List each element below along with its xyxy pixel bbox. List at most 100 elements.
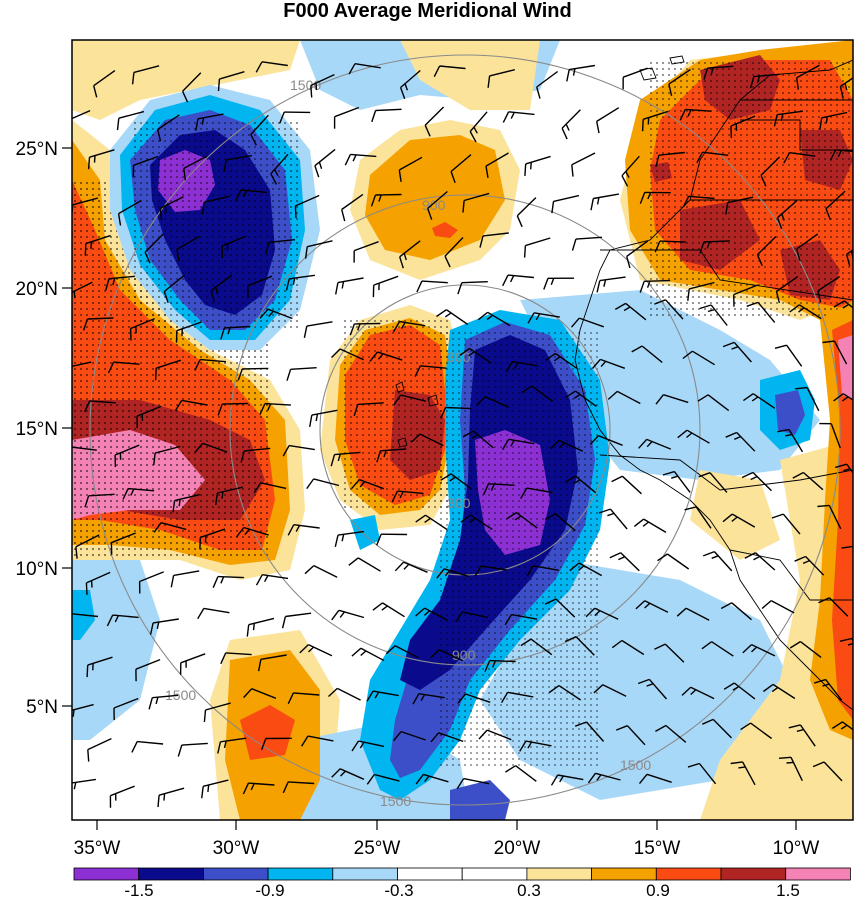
wind-barb-feather <box>471 434 479 439</box>
wind-barb-feather <box>487 75 491 88</box>
wind-barb <box>620 552 640 572</box>
ring-label-900: 900 <box>422 197 446 213</box>
wind-barb <box>463 192 490 202</box>
wind-barb <box>642 110 669 120</box>
wind-barb <box>450 473 473 490</box>
wind-barb <box>197 113 224 120</box>
wind-barb <box>596 107 620 122</box>
wind-barb <box>463 777 490 785</box>
wind-barb-feather <box>548 685 560 694</box>
wind-barb <box>89 149 115 158</box>
wind-barb-feather <box>521 385 533 394</box>
wind-barb-feather <box>392 321 401 333</box>
wind-barb-feather <box>370 194 377 207</box>
wind-barb <box>419 433 444 447</box>
wind-barb-feather <box>217 741 222 754</box>
wind-barb-feather <box>703 67 709 80</box>
wind-barb-feather <box>292 277 296 285</box>
wind-barb-feather <box>285 278 290 291</box>
wind-barb-feather <box>350 479 360 490</box>
wind-barb <box>621 639 645 656</box>
wind-barb <box>372 690 399 697</box>
wind-barb <box>752 472 772 492</box>
wind-barb <box>130 317 155 330</box>
wind-barb <box>663 394 689 404</box>
wind-barb <box>465 693 491 703</box>
wind-barb <box>382 602 405 618</box>
wind-barb-feather <box>600 360 607 368</box>
wind-barb-feather <box>614 302 627 311</box>
wind-barb <box>825 679 843 701</box>
wind-barb-feather <box>255 574 263 586</box>
wind-barb-feather <box>72 709 75 717</box>
lon-label: 25°W <box>354 838 401 859</box>
wind-barb-feather <box>181 91 189 103</box>
wind-barb-feather <box>637 678 650 685</box>
wind-barb-feather <box>436 568 445 579</box>
wind-barb-feather <box>519 740 527 752</box>
wind-barb <box>268 239 295 243</box>
wind-barb-feather <box>235 527 245 538</box>
wind-barb-feather <box>212 576 219 588</box>
wind-barb <box>698 763 717 785</box>
wind-barb <box>755 552 776 571</box>
wind-barb-feather <box>550 440 560 450</box>
wind-barb <box>341 193 364 211</box>
wind-barb-feather <box>84 400 91 413</box>
wind-barb-feather <box>201 786 204 799</box>
wind-barb-feather <box>359 481 366 488</box>
wind-barb-feather <box>357 323 361 331</box>
colorbar-swatch <box>202 867 269 881</box>
wind-barb-feather <box>550 278 555 286</box>
wind-barb <box>400 394 427 402</box>
wind-barb-feather <box>607 390 618 400</box>
wind-barb-feather <box>246 624 250 637</box>
wind-barb <box>644 600 669 613</box>
wind-barb-feather <box>477 311 489 321</box>
wind-barb <box>133 155 159 166</box>
wind-barb <box>244 447 271 452</box>
wind-barb <box>585 721 605 742</box>
wind-barb <box>176 321 202 332</box>
wind-barb <box>159 196 184 209</box>
wind-barb <box>289 274 315 280</box>
wind-barb <box>805 556 825 576</box>
wind-barb-feather <box>328 687 338 698</box>
wind-barb-feather <box>478 729 488 740</box>
wind-barb <box>397 490 424 495</box>
wind-barb <box>733 682 756 700</box>
wind-barb-feather <box>501 438 510 450</box>
wind-barb <box>644 279 671 282</box>
wind-barb <box>702 151 729 156</box>
wind-barb-feather <box>502 111 510 123</box>
colorbar-label: -0.3 <box>384 881 413 900</box>
wind-barb <box>799 641 822 658</box>
colorbar-swatch <box>720 867 787 881</box>
wind-barb <box>823 761 843 782</box>
wind-barb <box>438 732 464 743</box>
wind-barb-feather <box>536 86 541 99</box>
wind-barb-feather <box>250 783 255 791</box>
wind-barb-feather <box>780 113 784 121</box>
wind-barb-feather <box>593 684 604 694</box>
wind-barb-feather <box>837 150 842 158</box>
wind-barb <box>217 575 244 579</box>
lat-label: 20°N <box>16 279 58 300</box>
wind-barb <box>751 643 776 657</box>
wind-barb-feather <box>777 428 790 433</box>
wind-barb-feather <box>731 516 738 522</box>
wind-barb-feather <box>394 561 405 572</box>
wind-barb <box>753 73 780 78</box>
wind-barb-feather <box>341 281 345 289</box>
wind-barb-feather <box>416 280 423 293</box>
wind-barb-feather <box>746 301 759 307</box>
wind-barb-feather <box>315 83 318 91</box>
wind-barb <box>288 781 315 785</box>
wind-barb <box>248 782 275 786</box>
wind-barb <box>828 505 842 530</box>
wind-barb <box>525 740 552 747</box>
wind-barb <box>840 77 853 87</box>
wind-barb-feather <box>596 197 600 205</box>
wind-barb-feather <box>410 433 421 443</box>
wind-barb-feather <box>156 621 160 630</box>
